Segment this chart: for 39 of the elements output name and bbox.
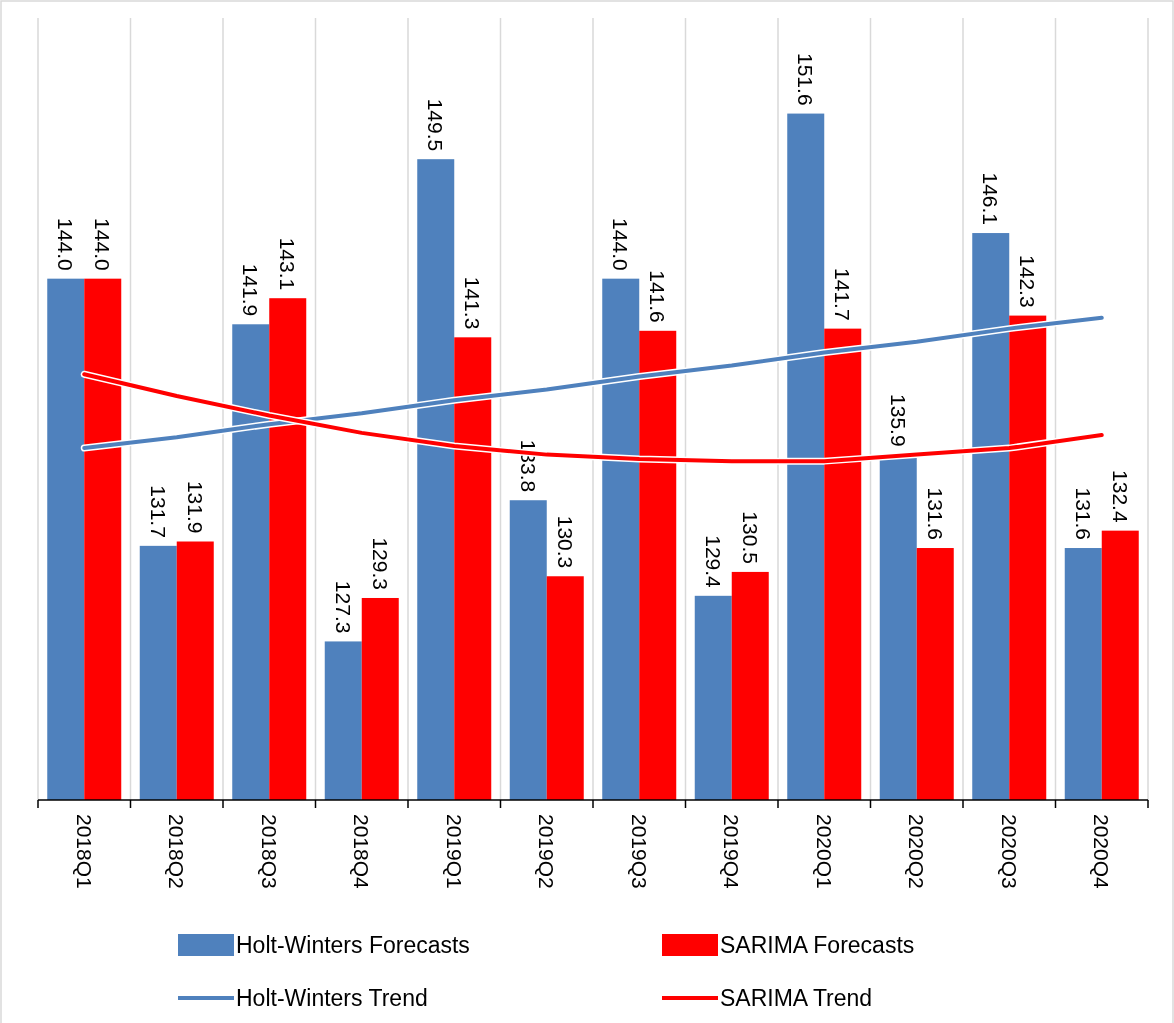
data-label: 151.6 [794,53,818,106]
data-label: 131.9 [183,480,207,534]
legend-label: Holt-Winters Trend [236,985,428,1011]
data-label: 131.6 [923,487,947,541]
data-label: 135.9 [886,394,910,447]
x-tick-label: 2020Q2 [905,814,929,889]
data-label: 143.1 [276,237,300,291]
data-label: 130.3 [553,515,577,569]
legend-label: Holt-Winters Forecasts [236,932,470,958]
x-tick-label: 2019Q1 [442,814,466,889]
x-tick-label: 2018Q2 [165,814,189,889]
data-label: 144.0 [91,218,115,271]
data-label: 131.6 [1071,487,1095,541]
data-label: 130.5 [738,511,762,564]
data-label: 146.1 [979,172,1003,226]
legend-label: SARIMA Trend [720,985,873,1011]
data-label: 141.9 [239,263,263,317]
legend-label: SARIMA Forecasts [720,932,915,958]
x-tick-label: 2019Q2 [535,814,559,889]
data-label: 149.5 [424,98,448,152]
data-label: 129.4 [701,535,725,589]
x-tick-label: 2018Q1 [72,814,96,889]
x-tick-label: 2018Q4 [350,814,374,890]
x-tick-label: 2020Q3 [997,814,1021,889]
data-label: 144.0 [609,218,633,271]
data-label: 141.6 [646,270,670,323]
data-label: 141.3 [461,276,485,330]
data-label: 142.3 [1016,255,1040,308]
data-label: 127.3 [331,580,355,634]
x-tick-label: 2020Q4 [1090,814,1114,890]
data-label: 144.0 [54,218,78,271]
x-tick-label: 2019Q4 [720,814,744,890]
data-label: 129.3 [368,537,392,590]
x-tick-label: 2019Q3 [627,814,651,889]
x-tick-label: 2020Q1 [812,814,836,889]
data-label: 141.7 [831,268,855,321]
x-tick-label: 2018Q3 [257,814,281,889]
data-label: 132.4 [1108,470,1132,523]
data-label: 131.7 [146,485,170,538]
